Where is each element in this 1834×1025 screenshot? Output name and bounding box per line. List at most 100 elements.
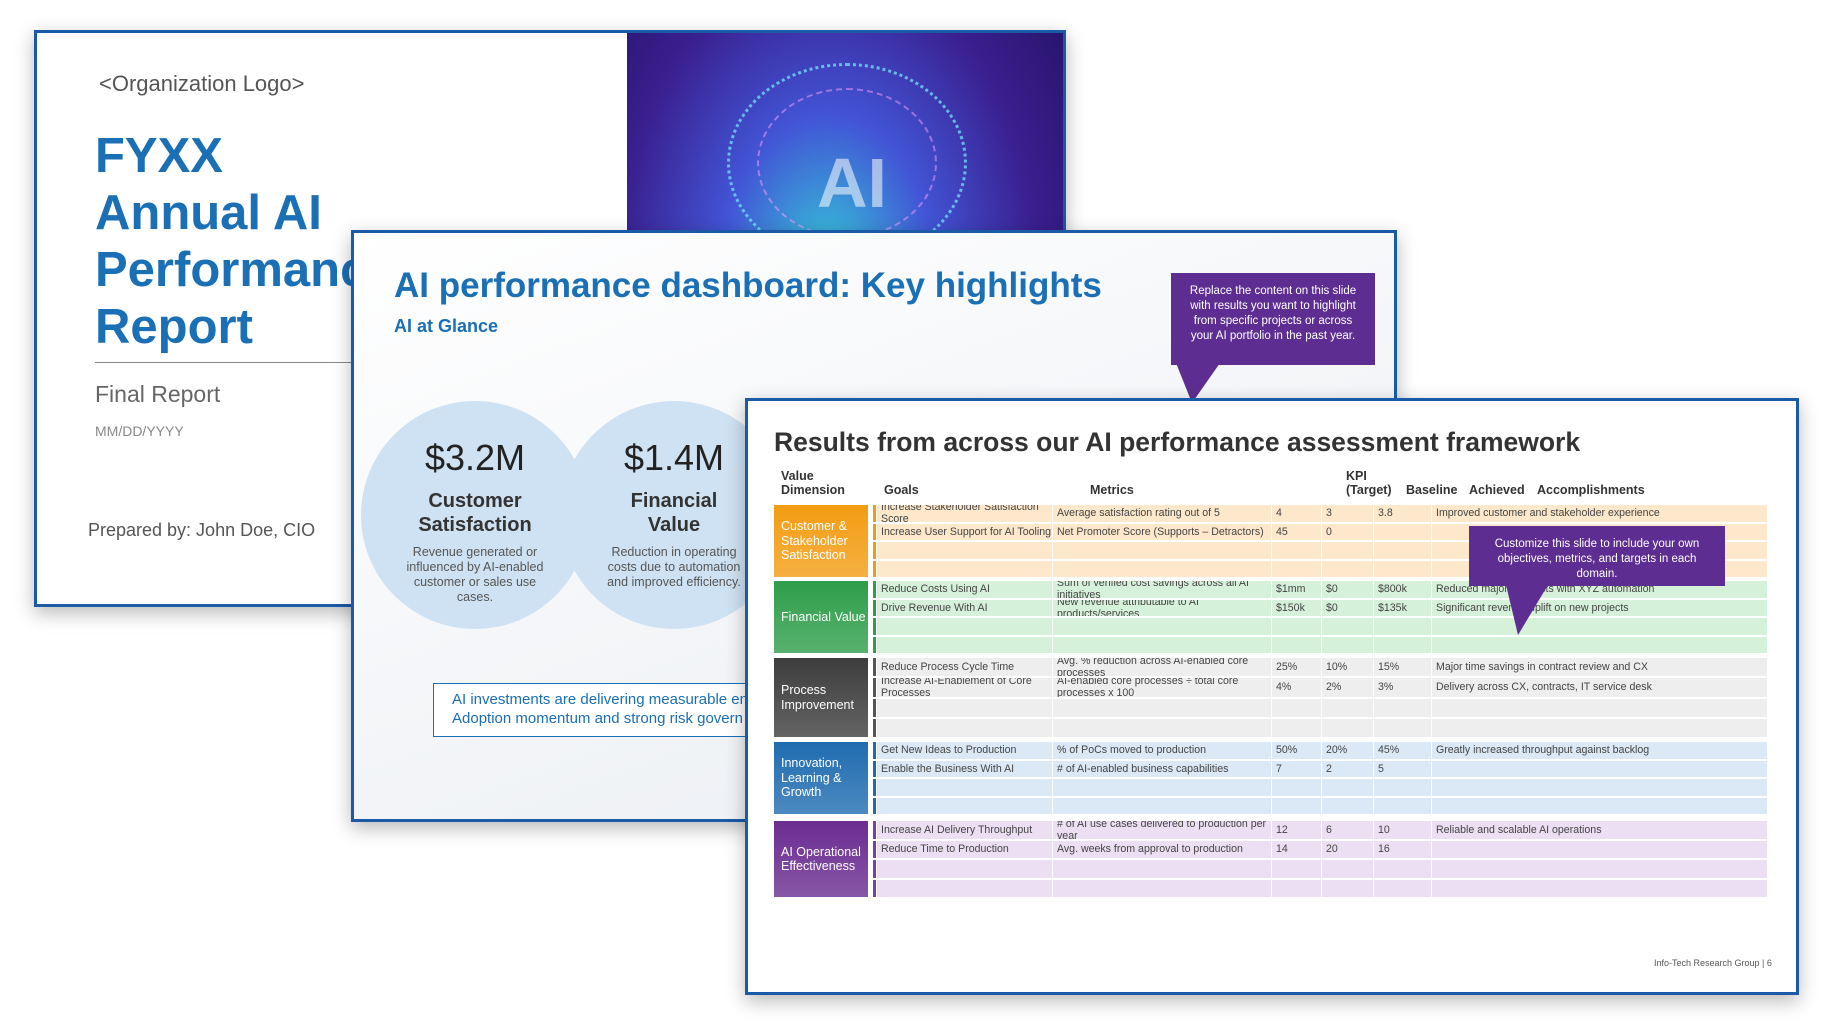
table-cell-goal: [876, 779, 1052, 796]
instruction-callout: Replace the content on this slide with r…: [1171, 273, 1375, 365]
row-accent-bar: [873, 698, 876, 717]
header-value-dimension: Value Dimension: [781, 469, 845, 497]
row-accent-bar: [873, 542, 876, 559]
table-cell-metric: AI-enabled core processes ÷ total core p…: [1052, 678, 1271, 697]
row-accent-bar: [873, 658, 876, 677]
table-row: Drive Revenue With AI New revenue attribu…: [873, 599, 1767, 616]
table-cell-goal: [876, 797, 1052, 814]
table-cell-metric: Avg. % reduction across AI-enabled core …: [1052, 658, 1271, 677]
table-cell-metric: [1052, 560, 1271, 577]
table-cell-goal: Reduce Time to Production: [876, 840, 1052, 858]
table-cell-achieved: [1373, 542, 1431, 559]
table-cell-accomplishment: [1431, 779, 1767, 796]
table-cell-achieved: 15%: [1373, 658, 1431, 677]
header-achieved: Achieved: [1469, 483, 1525, 497]
table-cell-kpi: $1mm: [1271, 581, 1321, 598]
table-cell-accomplishment: [1431, 860, 1767, 878]
table-cell-kpi: 7: [1271, 760, 1321, 777]
row-accent-bar: [873, 523, 876, 540]
table-cell-accomplishment: Significant revenue uplift on new projec…: [1431, 599, 1767, 616]
report-title: FYXX Annual AI Performance Report: [95, 128, 395, 356]
row-accent-bar: [873, 678, 876, 697]
table-cell-kpi: 50%: [1271, 742, 1321, 759]
table-cell-kpi: 12: [1271, 821, 1321, 839]
table-cell-kpi: [1271, 860, 1321, 878]
value-dimension-label: Innovation, Learning & Growth: [774, 742, 868, 814]
banner-line: AI investments are delivering measurable…: [452, 691, 748, 708]
table-cell-accomplishment: [1431, 636, 1767, 653]
table-cell-achieved: [1373, 779, 1431, 796]
table-cell-metric: [1052, 618, 1271, 635]
table-cell-baseline: 2%: [1321, 678, 1373, 697]
table-cell-kpi: [1271, 542, 1321, 559]
table-cell-metric: [1052, 542, 1271, 559]
table-cell-achieved: 10: [1373, 821, 1431, 839]
organization-logo-placeholder: <Organization Logo>: [99, 71, 305, 96]
title-line: Report: [95, 300, 253, 354]
table-cell-goal: Increase Stakeholder Satisfaction Score: [876, 505, 1052, 522]
table-cell-accomplishment: [1431, 542, 1767, 559]
table-cell-baseline: 3: [1321, 505, 1373, 522]
value-dimension-label: Financial Value: [774, 581, 868, 653]
table-row: Get New Ideas to Production% of PoCs mov…: [873, 742, 1767, 759]
table-cell-baseline: 10%: [1321, 658, 1373, 677]
table-cell-accomplishment: [1431, 879, 1767, 897]
table-cell-achieved: [1373, 523, 1431, 540]
table-row: Enable the Business With AI # of AI-enabl…: [873, 760, 1767, 777]
table-cell-accomplishment: Major time savings in contract review an…: [1431, 658, 1767, 677]
callout-tail: [1506, 585, 1548, 635]
value-dimension-label: Process Improvement: [774, 658, 868, 737]
table-cell-achieved: 5: [1373, 760, 1431, 777]
table-row: [873, 718, 1767, 737]
kpi-value: $1.4M: [623, 437, 725, 478]
table-cell-accomplishment: Reliable and scalable AI operations: [1431, 821, 1767, 839]
row-accent-bar: [873, 742, 876, 759]
table-cell-kpi: 4%: [1271, 678, 1321, 697]
prepared-by: Prepared by: John Doe, CIO: [88, 520, 316, 540]
table-cell-goal: [876, 718, 1052, 737]
table-cell-metric: [1052, 779, 1271, 796]
header-kpi-target: KPI (Target): [1346, 469, 1392, 497]
table-cell-goal: [876, 879, 1052, 897]
table-row: Reduce Process Cycle Time Avg. % reductio…: [873, 658, 1767, 677]
header-accomplishments: Accomplishments: [1537, 483, 1645, 497]
banner-line: Adoption momentum and strong risk govern: [452, 710, 743, 727]
table-cell-kpi: [1271, 636, 1321, 653]
slide-footer: Info-Tech Research Group | 6: [1654, 958, 1772, 968]
title-line: FYXX: [95, 129, 223, 183]
table-cell-achieved: [1373, 718, 1431, 737]
table-cell-metric: [1052, 860, 1271, 878]
table-cell-baseline: [1321, 698, 1373, 717]
table-cell-achieved: [1373, 560, 1431, 577]
dashboard-title: AI performance dashboard: Key highlights: [394, 266, 1102, 305]
table-cell-accomplishment: [1431, 797, 1767, 814]
table-row: Increase Stakeholder Satisfaction Score A…: [873, 505, 1767, 522]
table-cell-metric: # of AI-enabled business capabilities: [1052, 760, 1271, 777]
table-cell-baseline: [1321, 797, 1373, 814]
table-cell-kpi: $150k: [1271, 599, 1321, 616]
results-table-slide[interactable]: Results from across our AI performance a…: [745, 398, 1799, 995]
table-cell-accomplishment: [1431, 618, 1767, 635]
table-row: Increase AI-Enablement of Core Processes…: [873, 678, 1767, 697]
kpi-description: Revenue generated or influenced by AI-en…: [406, 545, 544, 604]
kpi-circle: $3.2M Customer Satisfaction Revenue gene…: [361, 401, 589, 629]
table-cell-goal: Increase AI Delivery Throughput: [876, 821, 1052, 839]
table-cell-baseline: 0: [1321, 523, 1373, 540]
table-row: [873, 698, 1767, 717]
table-cell-metric: Average satisfaction rating out of 5: [1052, 505, 1271, 522]
table-cell-goal: Enable the Business With AI: [876, 760, 1052, 777]
table-cell-goal: [876, 860, 1052, 878]
callout-tail: [1176, 363, 1220, 403]
table-cell-metric: [1052, 718, 1271, 737]
table-cell-goal: Reduce Costs Using AI: [876, 581, 1052, 598]
table-cell-goal: Drive Revenue With AI: [876, 599, 1052, 616]
table-cell-metric: [1052, 698, 1271, 717]
table-cell-accomplishment: Improved customer and stakeholder experi…: [1431, 505, 1767, 522]
row-accent-bar: [873, 879, 876, 897]
table-row: [873, 797, 1767, 814]
table-cell-baseline: $0: [1321, 599, 1373, 616]
table-cell-goal: [876, 636, 1052, 653]
table-cell-goal: [876, 618, 1052, 635]
table-cell-baseline: 20: [1321, 840, 1373, 858]
table-cell-baseline: [1321, 860, 1373, 878]
